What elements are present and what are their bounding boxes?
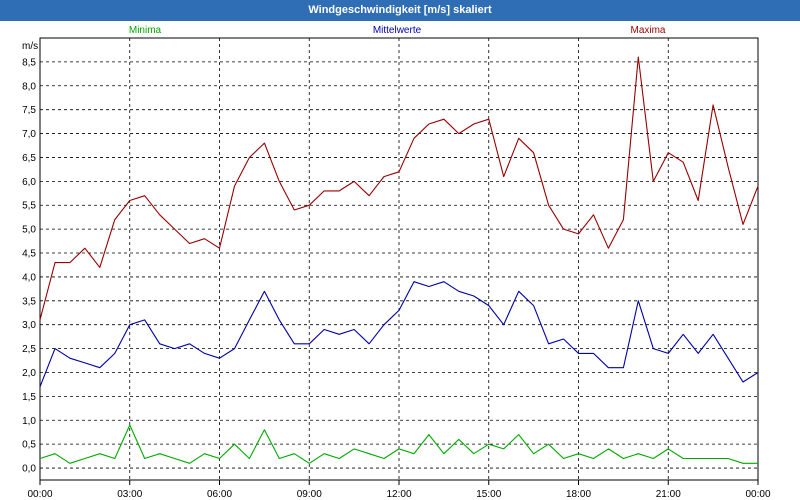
y-tick-label: 7,5 — [22, 105, 36, 116]
series-line-maxima — [39, 56, 759, 321]
x-tick-time: 03:00 — [117, 489, 142, 500]
window-title: Windgeschwindigkeit [m/s] skaliert — [308, 4, 492, 16]
y-tick-label: 0,0 — [22, 464, 36, 475]
x-tick-time: 00:00 — [745, 489, 770, 500]
window-titlebar: Windgeschwindigkeit [m/s] skaliert — [0, 0, 800, 21]
series-line-minima — [39, 424, 758, 464]
legend-maxima: Maxima — [630, 25, 665, 36]
y-axis-unit: m/s — [22, 41, 38, 52]
y-tick-label: 2,5 — [22, 344, 36, 355]
y-tick-label: 8,5 — [22, 57, 36, 68]
legend: Minima Mittelwerte Maxima — [129, 25, 666, 36]
y-tick-label: 3,5 — [22, 296, 36, 307]
y-tick-label: 3,0 — [22, 320, 36, 331]
y-tick-label: 0,5 — [22, 440, 36, 451]
legend-minima: Minima — [129, 25, 162, 36]
y-tick-label: 4,5 — [22, 249, 36, 260]
y-tick-label: 4,0 — [22, 272, 36, 283]
x-tick-time: 12:00 — [386, 489, 411, 500]
grid-lines — [40, 38, 758, 480]
y-tick-label: 1,0 — [22, 416, 36, 427]
y-tick-label: 5,5 — [22, 201, 36, 212]
y-tick-label: 1,5 — [22, 392, 36, 403]
y-tick-label: 2,0 — [22, 368, 36, 379]
wind-speed-chart: 0,0 0,5 1,0 1,5 2,0 2,5 3,0 3,5 4,0 4,5 5,0 5,5 6,0 6… — [22, 25, 771, 500]
x-tick-time: 00:00 — [27, 489, 52, 500]
x-tick-time: 15:00 — [476, 489, 501, 500]
x-tick-time: 21:00 — [656, 489, 681, 500]
y-tick-label: 8,0 — [22, 81, 36, 92]
axes: 0,0 0,5 1,0 1,5 2,0 2,5 3,0 3,5 4,0 4,5 5,0 5,5 6,0 6… — [22, 57, 771, 500]
y-tick-label: 6,0 — [22, 177, 36, 188]
y-tick-label: 5,0 — [22, 225, 36, 236]
series-lines — [39, 56, 759, 464]
legend-mittelwerte: Mittelwerte — [373, 25, 422, 36]
series-line-mittelwerte — [39, 281, 759, 388]
x-tick-time: 09:00 — [297, 489, 322, 500]
x-tick-time: 18:00 — [566, 489, 591, 500]
x-tick-time: 06:00 — [207, 489, 232, 500]
y-tick-label: 7,0 — [22, 129, 36, 140]
y-tick-label: 6,5 — [22, 153, 36, 164]
